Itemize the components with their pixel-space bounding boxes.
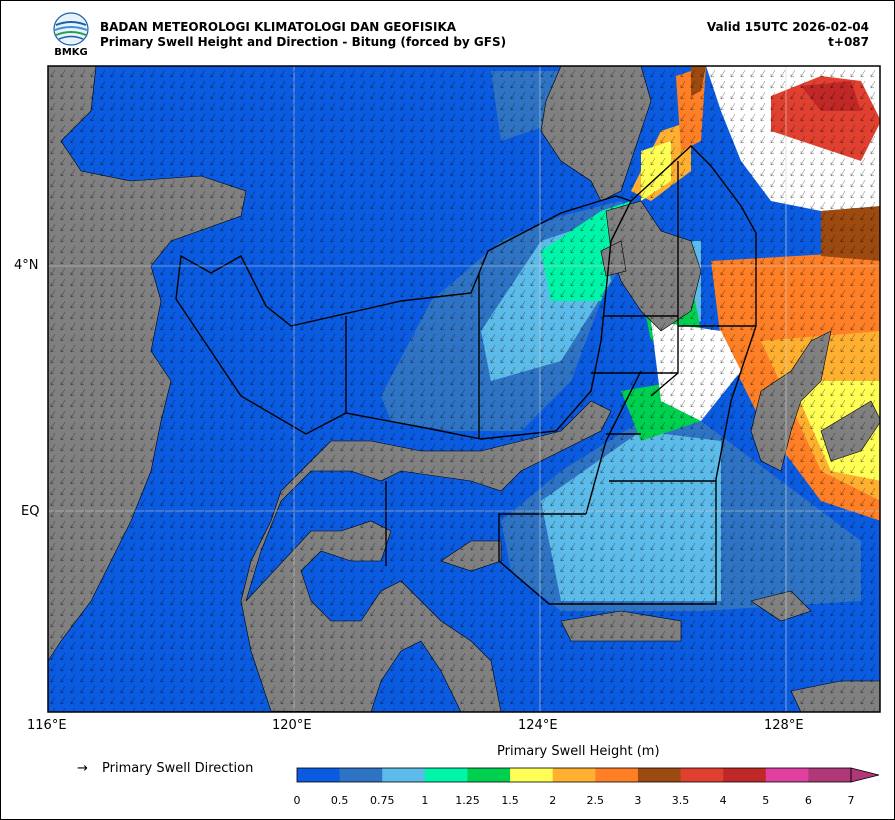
lat-tick-eq: EQ: [21, 504, 40, 519]
colorbar-tick-label: 1.5: [501, 794, 519, 807]
colorbar-bin: [765, 768, 809, 782]
colorbar-extend-arrow: [850, 767, 880, 783]
colorbar-bin: [595, 768, 639, 782]
product-title: Primary Swell Height and Direction - Bit…: [100, 35, 507, 49]
colorbar-bin: [424, 768, 468, 782]
lon-tick-116e: 116°E: [27, 718, 67, 733]
colorbar-bin: [680, 768, 724, 782]
colorbar-bin: [339, 768, 383, 782]
lat-tick-4n: 4°N: [14, 258, 39, 273]
colorbar-outline: [296, 767, 852, 783]
colorbar-tick-label: 0.75: [369, 794, 395, 807]
colorbar-bin: [467, 768, 511, 782]
arrow-legend-icon: →: [77, 761, 88, 776]
colorbar-bin: [297, 768, 341, 782]
colorbar-tick-label: 0.5: [330, 794, 349, 807]
lon-tick-128e: 128°E: [764, 718, 804, 733]
valid-time: Valid 15UTC 2026-02-04: [706, 20, 869, 34]
colorbar-tick-label: 7: [847, 794, 855, 807]
land-halmahera: [750, 330, 832, 472]
colorbar-bin: [723, 768, 767, 782]
land-islet-3: [600, 240, 627, 277]
colorbar-bin: [510, 768, 554, 782]
bmkg-logo: BMKG: [49, 11, 93, 58]
colorbar-tick-label: 1: [421, 794, 429, 807]
lead-time: t+087: [828, 35, 869, 49]
colorbar-tick-label: 4: [719, 794, 727, 807]
land-islet-1: [440, 540, 502, 572]
swell-arrow-field: [50, 69, 876, 712]
colorbar-title: Primary Swell Height (m): [497, 744, 660, 759]
land-halmahera-east: [820, 400, 880, 462]
colorbar-tick-label: 0: [293, 794, 301, 807]
colorbar-tick-label: 5: [762, 794, 770, 807]
colorbar: [296, 767, 880, 783]
colorbar-bin: [637, 768, 682, 782]
no-data-mid: [651, 321, 741, 421]
lon-tick-120e: 120°E: [272, 718, 312, 733]
arrow-legend-label: Primary Swell Direction: [102, 761, 254, 776]
colorbar-bin: [382, 768, 426, 782]
colorbar-bin: [552, 768, 596, 782]
colorbar-tick-label: 3.5: [671, 794, 690, 807]
svg-text:BMKG: BMKG: [54, 47, 88, 57]
agency-title: BADAN METEOROLOGI KLIMATOLOGI DAN GEOFIS…: [100, 20, 457, 34]
colorbar-bin: [808, 768, 852, 782]
colorbar-tick-label: 2: [549, 794, 557, 807]
lon-tick-124e: 124°E: [518, 718, 558, 733]
colorbar-tick-label: 3: [634, 794, 642, 807]
colorbar-tick-label: 2.5: [586, 794, 605, 807]
map-border: [47, 65, 881, 713]
colorbar-tick-label: 6: [804, 794, 812, 807]
colorbar-tick-label: 1.25: [455, 794, 480, 807]
swell-zone-3-3.5-overlay: [821, 206, 880, 261]
swell-zone-3-3.5: [691, 66, 706, 96]
swell-direction-arrows: [50, 69, 876, 712]
graticule: [48, 66, 880, 712]
